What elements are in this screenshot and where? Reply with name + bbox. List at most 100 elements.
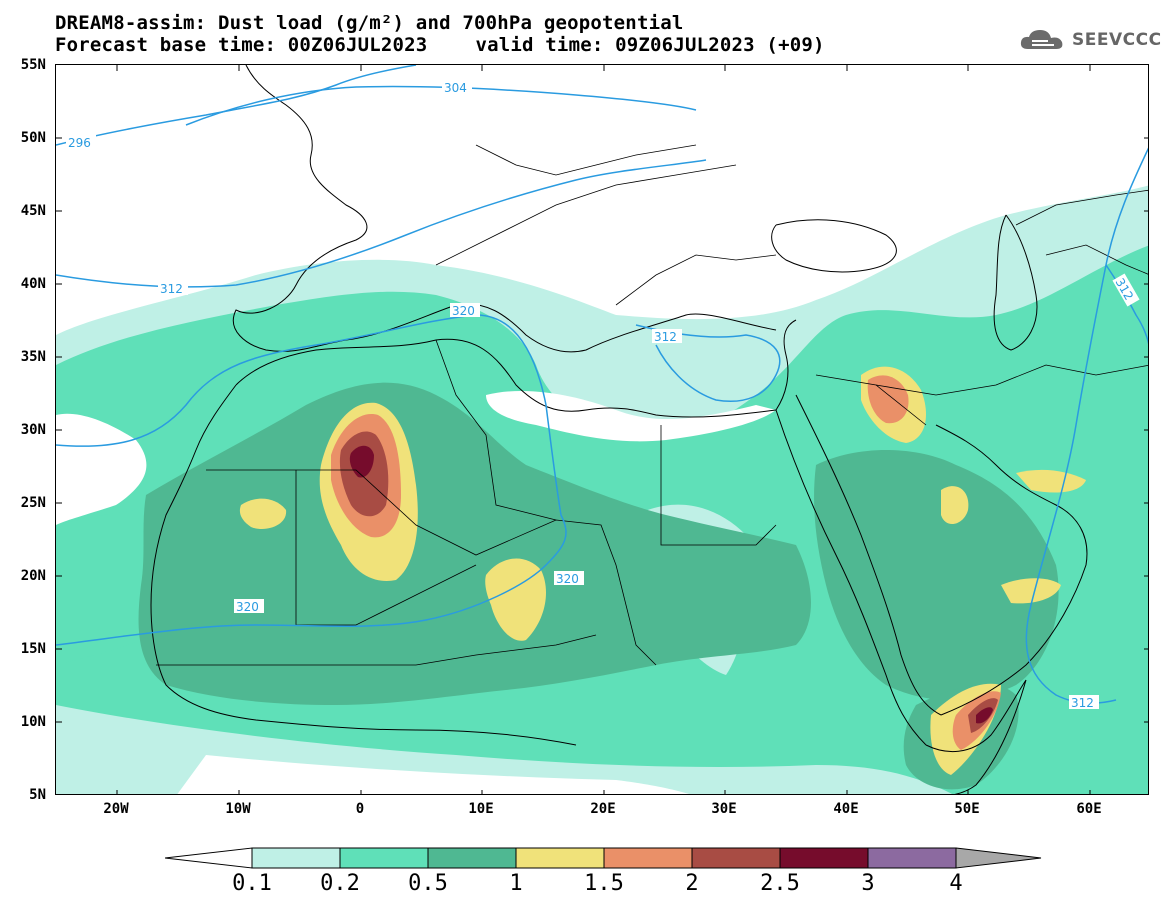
lat-label: 25N bbox=[20, 495, 46, 511]
chart-subtitle: Forecast base time: 00Z06JUL2023 valid ti… bbox=[55, 35, 825, 55]
colorbar-label: 0.5 bbox=[408, 871, 448, 896]
dust-area-elevated-mali bbox=[239, 498, 287, 530]
contour-label: 296 bbox=[68, 136, 91, 150]
contour-296 bbox=[56, 65, 417, 146]
colorbar-segment bbox=[251, 847, 341, 869]
lat-label: 45N bbox=[20, 203, 46, 219]
contour-labels: 304 296 312 320 312 320 320 312 312 bbox=[66, 80, 1140, 710]
coastline-levant bbox=[775, 319, 797, 411]
contour-320 bbox=[56, 314, 567, 646]
colorbar-label: 0.1 bbox=[232, 871, 272, 896]
border-line bbox=[435, 164, 737, 266]
colorbar-segment bbox=[515, 847, 605, 869]
colorbar-label: 2 bbox=[685, 871, 699, 896]
colorbar-label: 1.5 bbox=[584, 871, 624, 896]
coastline-black-sea bbox=[771, 219, 897, 273]
lat-label: 5N bbox=[29, 787, 46, 803]
border-line bbox=[875, 364, 1148, 396]
coastline-west-africa bbox=[150, 384, 577, 746]
colorbar-arrow-high bbox=[955, 847, 1042, 869]
lon-label: 60E bbox=[1076, 801, 1102, 817]
lat-label: 55N bbox=[20, 57, 46, 73]
border-line bbox=[295, 470, 477, 626]
coastline-europe bbox=[232, 65, 777, 353]
lon-label: 20E bbox=[590, 801, 616, 817]
lat-label: 20N bbox=[20, 568, 46, 584]
contour-312-far-east bbox=[1105, 264, 1148, 345]
seevccc-logo: SEEVCCC bbox=[1018, 27, 1162, 53]
contour-312-arabia bbox=[1025, 147, 1148, 705]
lat-label: 40N bbox=[20, 276, 46, 292]
coastline-caspian bbox=[993, 214, 1038, 351]
lon-label: 10E bbox=[468, 801, 494, 817]
contour-label: 312 bbox=[654, 330, 677, 344]
coastlines bbox=[150, 65, 1088, 794]
contour-label: 320 bbox=[556, 572, 579, 586]
colorbar-segment bbox=[427, 847, 517, 869]
contour-label: 320 bbox=[452, 304, 475, 318]
border-line bbox=[156, 634, 597, 666]
lat-label: 10N bbox=[20, 714, 46, 730]
lon-label: 10W bbox=[225, 801, 251, 817]
border-line bbox=[1045, 244, 1148, 275]
coastline-horn-africa bbox=[925, 679, 1027, 794]
dust-area-medium-arabia bbox=[814, 450, 1059, 700]
lon-label: 20W bbox=[103, 801, 129, 817]
contour-304 bbox=[185, 85, 697, 126]
map-canvas: 304 296 312 320 312 320 320 312 312 bbox=[56, 65, 1148, 794]
colorbar-label: 1 bbox=[509, 871, 523, 896]
colorbar-segment bbox=[339, 847, 429, 869]
lon-label: 0 bbox=[355, 801, 365, 817]
dust-area-medium-sahara bbox=[138, 382, 811, 705]
lat-label: 35N bbox=[20, 349, 46, 365]
border-line bbox=[1015, 189, 1148, 226]
colorbar-segment bbox=[867, 847, 957, 869]
base-time: Forecast base time: 00Z06JUL2023 bbox=[55, 34, 428, 56]
dust-area-elevated-saudi bbox=[941, 486, 969, 525]
coastline-arabia-south bbox=[935, 424, 1088, 716]
chart-title: DREAM8-assim: Dust load (g/m²) and 700hP… bbox=[55, 12, 684, 34]
colorbar-label: 0.2 bbox=[320, 871, 360, 896]
clear-area-med bbox=[486, 390, 776, 442]
coastline-north-africa bbox=[235, 338, 777, 418]
dust-area-elevated-gulf bbox=[1016, 469, 1086, 493]
colorbar-segment bbox=[779, 847, 869, 869]
border-line bbox=[660, 425, 777, 546]
colorbar bbox=[165, 847, 1042, 869]
colorbar-label: 4 bbox=[949, 871, 963, 896]
axis-ticks bbox=[56, 65, 1148, 794]
lon-label: 50E bbox=[954, 801, 980, 817]
coastline-red-sea-east bbox=[795, 394, 942, 716]
dust-map: 304 296 312 320 312 320 320 312 312 bbox=[55, 64, 1149, 795]
dust-area-high-iraq bbox=[867, 375, 909, 424]
dust-area-extreme-algeria bbox=[349, 445, 374, 478]
colorbar-segment bbox=[603, 847, 693, 869]
valid-time: valid time: 09Z06JUL2023 (+09) bbox=[475, 34, 825, 56]
lon-label: 40E bbox=[833, 801, 859, 817]
colorbar-label: 2.5 bbox=[760, 871, 800, 896]
clear-area-gulf-guinea-2 bbox=[177, 755, 690, 794]
colorbar-segment bbox=[691, 847, 781, 869]
border-line bbox=[435, 339, 557, 521]
border-line bbox=[615, 254, 777, 306]
colorbar-arrow-low bbox=[165, 847, 253, 869]
lon-label: 30E bbox=[711, 801, 737, 817]
colorbar-label: 3 bbox=[861, 871, 875, 896]
contour-312-east bbox=[635, 324, 781, 402]
contour-label: 320 bbox=[236, 600, 259, 614]
lat-label: 50N bbox=[20, 130, 46, 146]
lat-label: 30N bbox=[20, 422, 46, 438]
dust-shading bbox=[56, 185, 1148, 794]
contour-label: 304 bbox=[444, 81, 467, 95]
dust-area-extreme-somalia bbox=[976, 707, 993, 724]
contour-label: 312 bbox=[160, 282, 183, 296]
coastline-red-sea-west bbox=[775, 409, 927, 746]
cloud-icon bbox=[1020, 30, 1063, 49]
logo-text: SEEVCCC bbox=[1072, 30, 1162, 50]
dust-area-elevated-oman bbox=[1001, 578, 1061, 604]
country-borders bbox=[156, 144, 1148, 666]
contour-label: 312 bbox=[1071, 696, 1094, 710]
dust-area-elevated-chad bbox=[485, 558, 546, 641]
border-line bbox=[475, 144, 697, 176]
lat-label: 15N bbox=[20, 641, 46, 657]
